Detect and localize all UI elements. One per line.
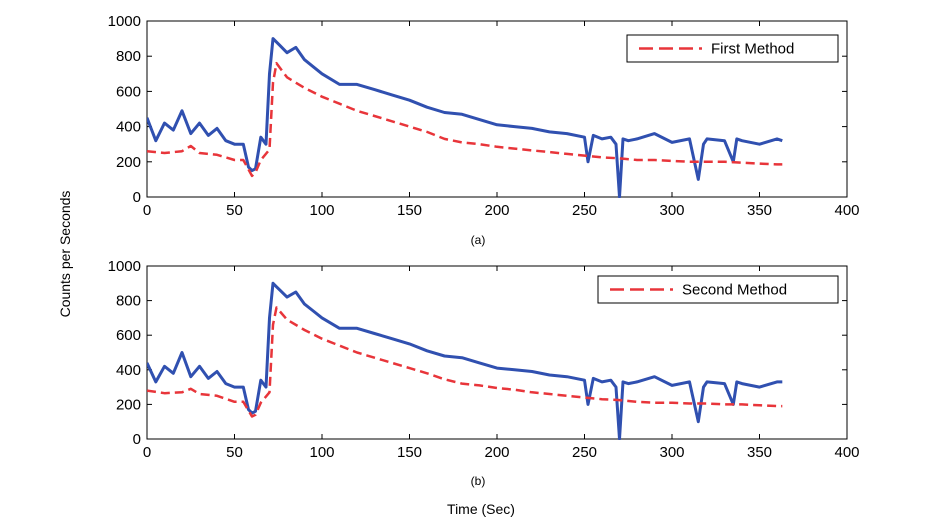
x-tick-label: 100 [309,444,334,461]
y-tick-label: 200 [116,154,141,171]
legend-label: Second Method [682,282,787,299]
x-tick-label: 250 [572,202,597,219]
x-tick-label: 0 [143,202,151,219]
y-tick-label: 600 [116,83,141,100]
y-tick-label: 0 [133,431,141,448]
x-tick-label: 100 [309,202,334,219]
x-tick-label: 400 [834,444,859,461]
x-tick-label: 200 [484,202,509,219]
y-tick-label: 1000 [108,13,141,30]
panel-a: 0 50 100 150 200 250 300 350 400 0 200 400 600 800 100… [108,13,860,247]
series-line-blue [147,37,783,198]
series-line-blue [147,281,783,440]
x-tick-label: 400 [834,202,859,219]
x-axis-title: Time (Sec) [447,501,515,517]
x-tick-label: 150 [397,202,422,219]
y-tick-label: 1000 [108,258,141,275]
y-tick-label: 800 [116,293,141,310]
series-line-red-dashed [147,61,783,178]
x-tick-label: 250 [572,444,597,461]
y-tick-label: 600 [116,327,141,344]
x-tick-label: 350 [747,444,772,461]
x-tick-label: 350 [747,202,772,219]
x-tick-label: 300 [659,202,684,219]
y-tick-label: 800 [116,48,141,65]
panel-b: 0 50 100 150 200 250 300 350 400 0 200 400 600 800 100… [108,258,860,488]
legend: Second Method [597,275,839,304]
y-tick-label: 400 [116,119,141,136]
panel-caption: (a) [471,233,486,247]
x-tick-label: 50 [226,444,243,461]
y-tick-label: 200 [116,396,141,413]
y-axis-title: Counts per Seconds [57,191,73,318]
x-tick-label: 300 [659,444,684,461]
y-tick-label: 400 [116,362,141,379]
series-line-red-dashed [147,306,783,418]
legend: First Method [626,34,839,63]
panel-caption: (b) [471,474,486,488]
x-tick-label: 200 [484,444,509,461]
legend-label: First Method [711,41,794,58]
x-tick-label: 150 [397,444,422,461]
x-tick-label: 0 [143,444,151,461]
x-tick-label: 50 [226,202,243,219]
y-tick-label: 0 [133,189,141,206]
